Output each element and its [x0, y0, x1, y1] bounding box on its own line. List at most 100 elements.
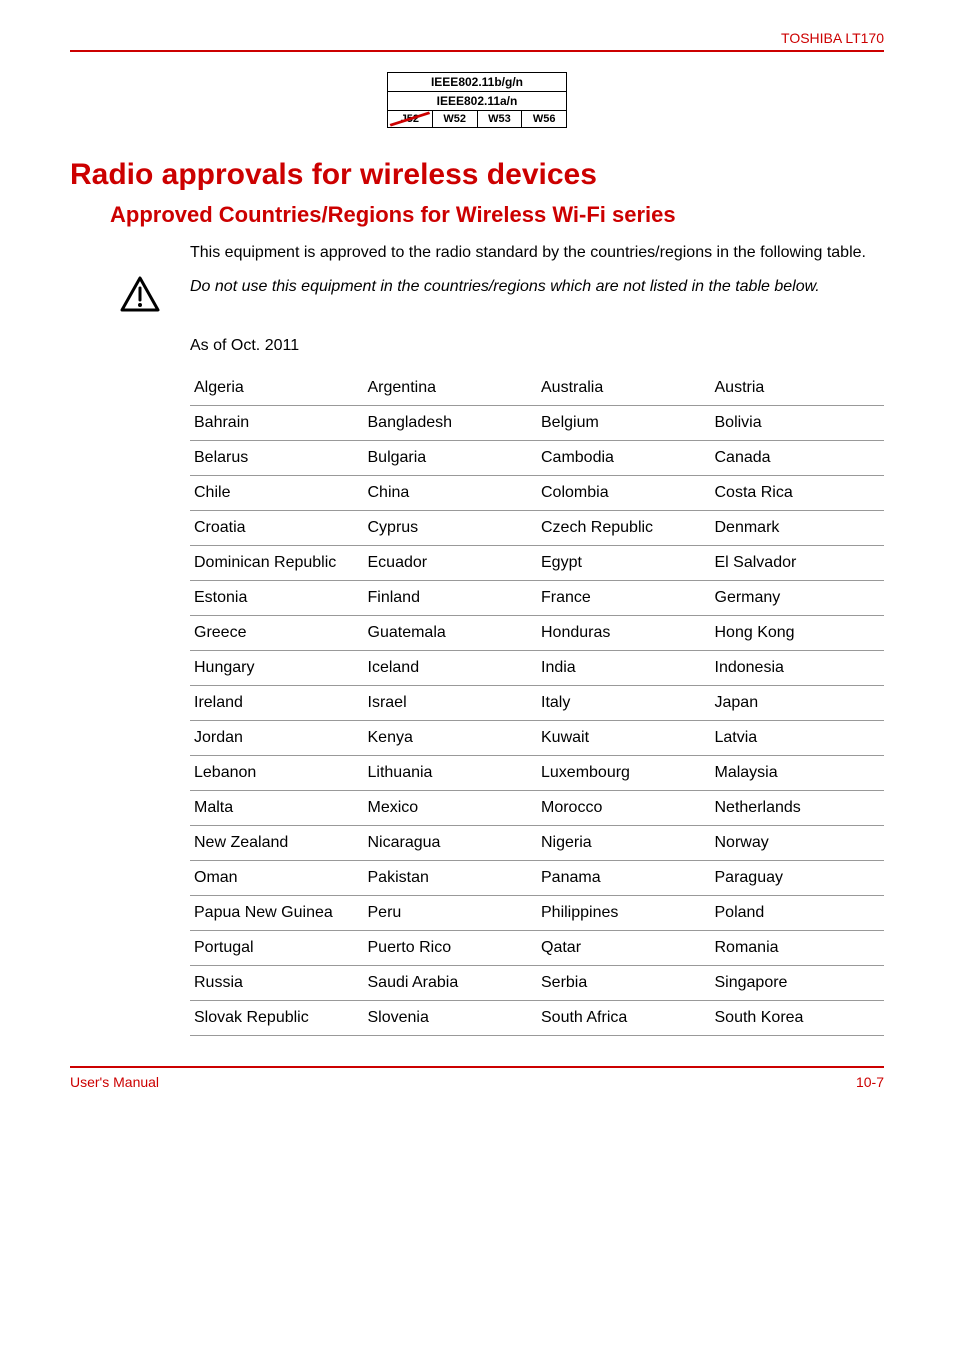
country-cell: Morocco: [537, 791, 711, 826]
country-cell: Qatar: [537, 931, 711, 966]
country-cell: Egypt: [537, 546, 711, 581]
intro-text: This equipment is approved to the radio …: [190, 242, 884, 264]
ieee-row-2: IEEE802.11a/n: [387, 92, 567, 111]
country-cell: Philippines: [537, 896, 711, 931]
country-cell: Singapore: [711, 966, 885, 1001]
country-cell: Lithuania: [364, 756, 538, 791]
table-row: IrelandIsraelItalyJapan: [190, 686, 884, 721]
country-cell: France: [537, 581, 711, 616]
country-cell: Guatemala: [364, 616, 538, 651]
as-of-text: As of Oct. 2011: [190, 337, 884, 355]
country-cell: Slovak Republic: [190, 1001, 364, 1036]
country-cell: Norway: [711, 826, 885, 861]
table-row: PortugalPuerto RicoQatarRomania: [190, 931, 884, 966]
heading-1: Radio approvals for wireless devices: [70, 158, 884, 192]
table-row: HungaryIcelandIndiaIndonesia: [190, 651, 884, 686]
country-cell: Canada: [711, 441, 885, 476]
footer-left: User's Manual: [70, 1074, 159, 1090]
country-cell: Honduras: [537, 616, 711, 651]
table-row: LebanonLithuaniaLuxembourgMalaysia: [190, 756, 884, 791]
country-cell: South Africa: [537, 1001, 711, 1036]
table-row: BelarusBulgariaCambodiaCanada: [190, 441, 884, 476]
country-cell: Nicaragua: [364, 826, 538, 861]
country-cell: Croatia: [190, 511, 364, 546]
country-cell: Algeria: [190, 371, 364, 406]
country-cell: Poland: [711, 896, 885, 931]
country-cell: El Salvador: [711, 546, 885, 581]
country-cell: Japan: [711, 686, 885, 721]
country-cell: Chile: [190, 476, 364, 511]
country-cell: Belgium: [537, 406, 711, 441]
country-cell: Netherlands: [711, 791, 885, 826]
country-cell: Austria: [711, 371, 885, 406]
country-cell: Hong Kong: [711, 616, 885, 651]
country-cell: Jordan: [190, 721, 364, 756]
page-footer: User's Manual 10-7: [70, 1066, 884, 1090]
country-cell: Israel: [364, 686, 538, 721]
country-cell: Indonesia: [711, 651, 885, 686]
country-cell: Portugal: [190, 931, 364, 966]
footer-right: 10-7: [856, 1074, 884, 1090]
table-row: MaltaMexicoMoroccoNetherlands: [190, 791, 884, 826]
table-row: GreeceGuatemalaHondurasHong Kong: [190, 616, 884, 651]
strike-icon: [388, 111, 432, 127]
table-row: New ZealandNicaraguaNigeriaNorway: [190, 826, 884, 861]
country-cell: Hungary: [190, 651, 364, 686]
country-cell: Czech Republic: [537, 511, 711, 546]
country-cell: Estonia: [190, 581, 364, 616]
country-cell: Malaysia: [711, 756, 885, 791]
country-cell: Peru: [364, 896, 538, 931]
country-cell: Pakistan: [364, 861, 538, 896]
warning-block: Do not use this equipment in the countri…: [120, 276, 884, 317]
ieee-subrow: J52 W52 W53 W56: [387, 111, 567, 128]
table-row: OmanPakistanPanamaParaguay: [190, 861, 884, 896]
country-cell: New Zealand: [190, 826, 364, 861]
country-cell: Ireland: [190, 686, 364, 721]
country-cell: Lebanon: [190, 756, 364, 791]
country-cell: Denmark: [711, 511, 885, 546]
country-cell: Bahrain: [190, 406, 364, 441]
page: TOSHIBA LT170 IEEE802.11b/g/n IEEE802.11…: [0, 0, 954, 1120]
country-cell: Italy: [537, 686, 711, 721]
ieee-cell-w52: W52: [433, 111, 478, 127]
country-cell: Kuwait: [537, 721, 711, 756]
table-row: ChileChinaColombiaCosta Rica: [190, 476, 884, 511]
country-cell: Bulgaria: [364, 441, 538, 476]
page-header: TOSHIBA LT170: [70, 30, 884, 52]
country-cell: Russia: [190, 966, 364, 1001]
table-row: AlgeriaArgentinaAustraliaAustria: [190, 371, 884, 406]
country-cell: Belarus: [190, 441, 364, 476]
country-cell: Mexico: [364, 791, 538, 826]
ieee-cell-w53: W53: [478, 111, 523, 127]
country-cell: Slovenia: [364, 1001, 538, 1036]
country-cell: Ecuador: [364, 546, 538, 581]
table-row: RussiaSaudi ArabiaSerbiaSingapore: [190, 966, 884, 1001]
country-cell: Serbia: [537, 966, 711, 1001]
ieee-box: IEEE802.11b/g/n IEEE802.11a/n J52 W52 W5…: [387, 72, 567, 128]
table-row: Slovak RepublicSloveniaSouth AfricaSouth…: [190, 1001, 884, 1036]
country-cell: Iceland: [364, 651, 538, 686]
country-cell: Malta: [190, 791, 364, 826]
country-cell: Germany: [711, 581, 885, 616]
country-cell: Luxembourg: [537, 756, 711, 791]
ieee-cell-j52: J52: [388, 111, 433, 127]
country-cell: Oman: [190, 861, 364, 896]
country-cell: Panama: [537, 861, 711, 896]
country-cell: Costa Rica: [711, 476, 885, 511]
country-cell: Saudi Arabia: [364, 966, 538, 1001]
country-cell: Cyprus: [364, 511, 538, 546]
table-row: Papua New GuineaPeruPhilippinesPoland: [190, 896, 884, 931]
country-cell: Greece: [190, 616, 364, 651]
country-cell: Latvia: [711, 721, 885, 756]
product-name: TOSHIBA LT170: [781, 30, 884, 46]
country-cell: Bangladesh: [364, 406, 538, 441]
warning-text: Do not use this equipment in the countri…: [190, 276, 820, 298]
table-row: CroatiaCyprusCzech RepublicDenmark: [190, 511, 884, 546]
country-cell: Paraguay: [711, 861, 885, 896]
country-cell: Australia: [537, 371, 711, 406]
country-cell: Puerto Rico: [364, 931, 538, 966]
table-row: Dominican RepublicEcuadorEgyptEl Salvado…: [190, 546, 884, 581]
country-cell: South Korea: [711, 1001, 885, 1036]
table-row: JordanKenyaKuwaitLatvia: [190, 721, 884, 756]
ieee-cell-w56: W56: [522, 111, 566, 127]
